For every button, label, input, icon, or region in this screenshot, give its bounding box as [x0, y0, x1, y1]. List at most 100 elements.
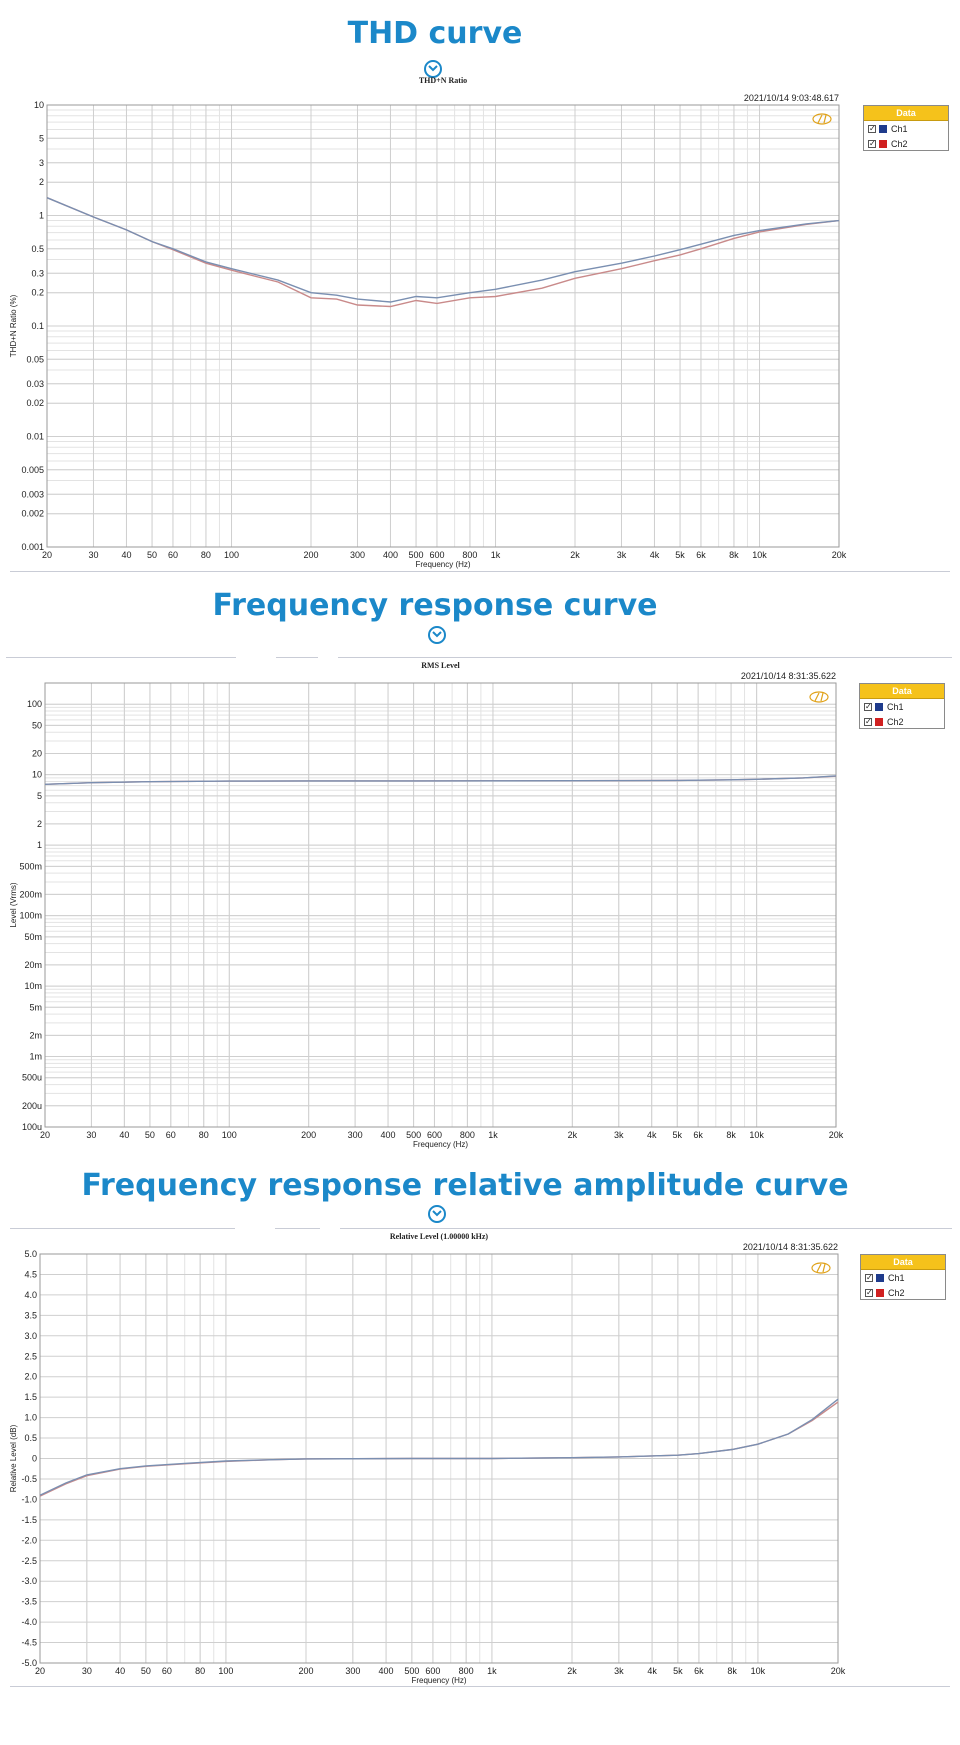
- x-tick-label: 30: [82, 1666, 92, 1676]
- legend-item-ch2[interactable]: ✓ Ch2: [864, 136, 948, 151]
- series-line-ch2: [46, 197, 840, 308]
- y-tick-label: -0.5: [21, 1474, 37, 1484]
- y-tick-label: -4.5: [21, 1638, 37, 1648]
- x-tick-label: 4k: [647, 1130, 657, 1140]
- y-tick-label: 0.001: [21, 542, 44, 552]
- y-tick-label: 4.0: [24, 1290, 37, 1300]
- legend-swatch-ch1: [879, 124, 887, 133]
- section-divider: [275, 1228, 320, 1229]
- x-tick-label: 8k: [727, 1666, 737, 1676]
- legend-swatch-ch2: [875, 717, 883, 726]
- x-tick-label: 10k: [751, 1666, 766, 1676]
- y-tick-label: 0.3: [31, 268, 44, 278]
- ap-logo-icon: [811, 1262, 831, 1274]
- x-tick-label: 800: [462, 550, 477, 560]
- x-tick-label: 600: [429, 550, 444, 560]
- checkbox-checked-icon[interactable]: ✓: [864, 716, 872, 726]
- y-tick-label: 0.005: [21, 465, 44, 475]
- chevron-down-icon[interactable]: [428, 1205, 446, 1223]
- x-tick-label: 40: [119, 1130, 129, 1140]
- y-tick-label: 100u: [22, 1122, 42, 1132]
- legend-item-ch2[interactable]: ✓ Ch2: [861, 1285, 945, 1300]
- plot-frame: [39, 1253, 839, 1664]
- x-tick-label: 40: [121, 550, 131, 560]
- x-tick-label: 800: [459, 1666, 474, 1676]
- x-tick-label: 100: [218, 1666, 233, 1676]
- chevron-down-icon[interactable]: [428, 626, 446, 644]
- legend-box: Data ✓ Ch1 ✓ Ch2: [860, 1254, 946, 1300]
- legend-swatch-ch2: [879, 139, 887, 148]
- y-tick-label: 2m: [29, 1030, 42, 1040]
- x-tick-label: 30: [88, 550, 98, 560]
- series-line-ch1: [39, 1398, 839, 1496]
- legend-swatch-ch1: [876, 1273, 884, 1282]
- legend-label: Ch1: [891, 123, 908, 134]
- legend-item-ch1[interactable]: ✓ Ch1: [861, 1270, 945, 1285]
- x-axis-label: Frequency (Hz): [415, 560, 470, 569]
- x-tick-label: 400: [383, 550, 398, 560]
- checkbox-checked-icon[interactable]: ✓: [865, 1287, 873, 1297]
- checkbox-checked-icon[interactable]: ✓: [868, 123, 876, 133]
- y-tick-label: 0.03: [26, 379, 44, 389]
- legend-item-ch1[interactable]: ✓ Ch1: [864, 121, 948, 136]
- x-tick-label: 80: [199, 1130, 209, 1140]
- y-tick-label: 2: [39, 177, 44, 187]
- x-tick-label: 4k: [647, 1666, 657, 1676]
- y-tick-label: 0.002: [21, 509, 44, 519]
- y-tick-label: 5.0: [24, 1249, 37, 1259]
- y-tick-label: 3.5: [24, 1310, 37, 1320]
- y-tick-label: 3: [39, 158, 44, 168]
- section-divider: [276, 657, 318, 658]
- checkbox-checked-icon[interactable]: ✓: [864, 701, 872, 711]
- x-tick-label: 3k: [614, 1130, 624, 1140]
- x-axis-label: Frequency (Hz): [411, 1676, 466, 1685]
- x-tick-label: 50: [145, 1130, 155, 1140]
- section-divider: [10, 1686, 950, 1687]
- checkbox-checked-icon[interactable]: ✓: [865, 1272, 873, 1282]
- series-line-ch1: [46, 197, 840, 303]
- y-tick-label: 0.1: [31, 321, 44, 331]
- legend-item-ch1[interactable]: ✓ Ch1: [860, 699, 944, 714]
- legend-title: Data: [860, 684, 944, 699]
- thd-chart: 20 30 40 50 60 80 100 200 300 400 500 600 800 1k 2k 3k 4…: [9, 76, 847, 569]
- y-tick-label: -2.5: [21, 1556, 37, 1566]
- x-tick-label: 20: [40, 1130, 50, 1140]
- x-tick-label: 80: [201, 550, 211, 560]
- section-divider: [340, 1228, 952, 1229]
- y-tick-label: 2.5: [24, 1351, 37, 1361]
- legend-title: Data: [861, 1255, 945, 1270]
- series-line-ch2: [39, 1401, 839, 1497]
- y-tick-label: 0.01: [26, 432, 44, 442]
- legend-label: Ch2: [891, 138, 908, 149]
- section-title-relative-amplitude: Frequency response relative amplitude cu…: [81, 1168, 849, 1203]
- ap-logo-icon: [812, 113, 832, 125]
- checkbox-checked-icon[interactable]: ✓: [868, 138, 876, 148]
- y-tick-label: 10m: [24, 981, 42, 991]
- legend-title: Data: [864, 106, 948, 121]
- y-tick-label: -1.0: [21, 1494, 37, 1504]
- section-divider: [338, 657, 952, 658]
- x-tick-label: 30: [86, 1130, 96, 1140]
- y-tick-label: -2.0: [21, 1535, 37, 1545]
- y-axis-label: Level (Vrms): [9, 882, 18, 927]
- x-tick-label: 400: [381, 1130, 396, 1140]
- y-tick-label: 3.0: [24, 1331, 37, 1341]
- section-divider: [10, 571, 950, 572]
- y-tick-label: 20m: [24, 960, 42, 970]
- chevron-down-icon[interactable]: [424, 60, 442, 78]
- x-tick-label: 20k: [832, 550, 847, 560]
- x-tick-label: 200: [301, 1130, 316, 1140]
- x-tick-label: 2k: [567, 1666, 577, 1676]
- x-tick-label: 100: [224, 550, 239, 560]
- y-tick-label: 20: [32, 748, 42, 758]
- legend-item-ch2[interactable]: ✓ Ch2: [860, 714, 944, 729]
- y-tick-label: 500u: [22, 1073, 42, 1083]
- x-axis-label: Frequency (Hz): [413, 1140, 468, 1149]
- x-tick-label: 300: [350, 550, 365, 560]
- y-tick-label: 0: [32, 1454, 37, 1464]
- timestamp: 2021/10/14 9:03:48.617: [744, 93, 839, 103]
- legend-label: Ch2: [888, 1287, 905, 1298]
- plot-frame: [44, 682, 837, 1128]
- x-tick-label: 500: [406, 1130, 421, 1140]
- x-tick-label: 100: [222, 1130, 237, 1140]
